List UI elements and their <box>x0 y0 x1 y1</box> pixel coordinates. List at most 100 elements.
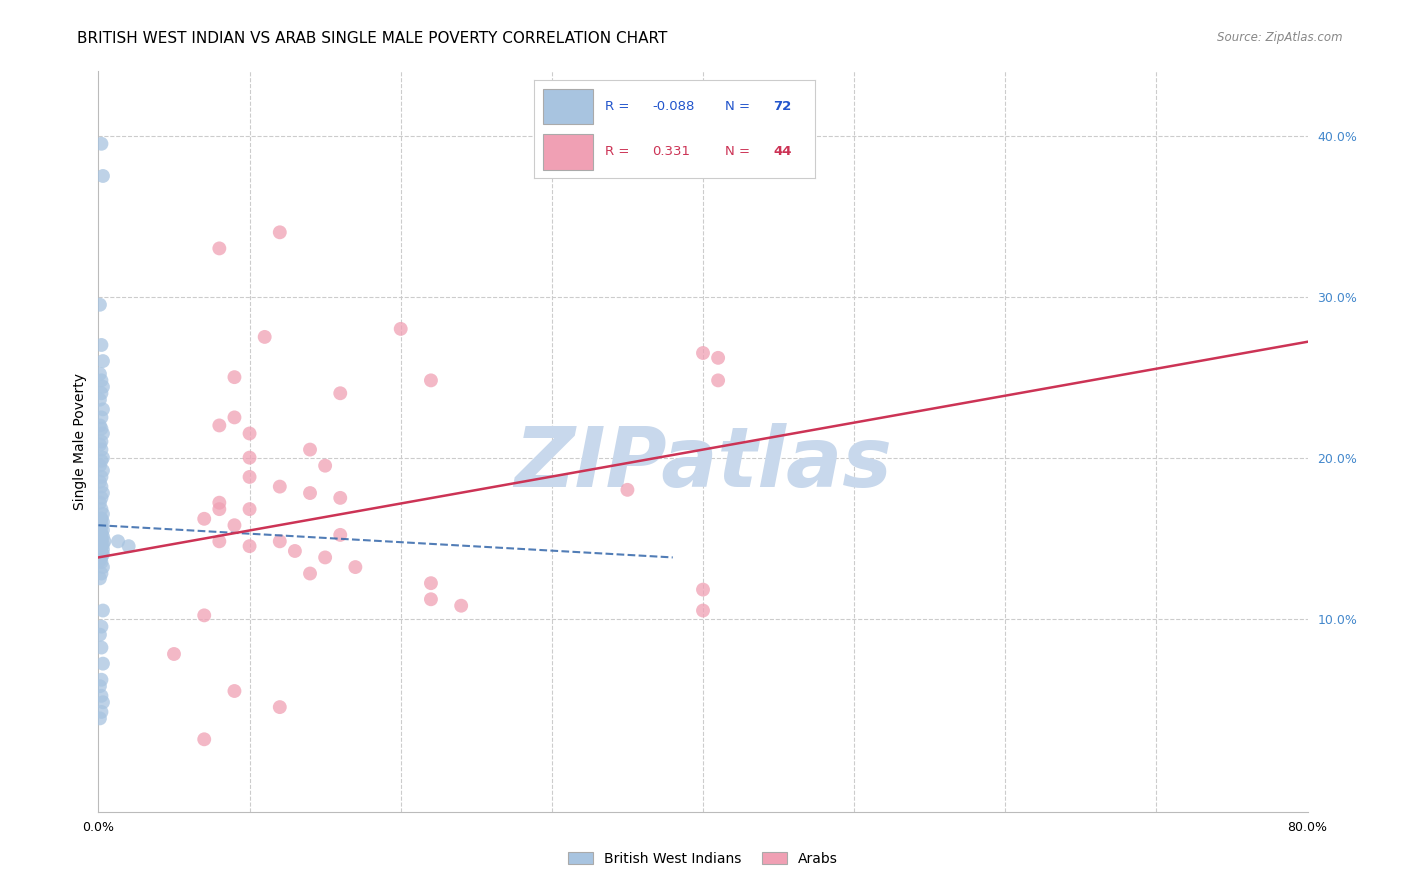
Point <box>89 554 111 568</box>
Point <box>90 422 112 436</box>
Point <box>91 507 114 521</box>
Point <box>91 523 114 537</box>
Point <box>90 434 112 449</box>
Point <box>89 458 111 473</box>
Point <box>269 480 291 494</box>
Point <box>91 450 114 465</box>
Point <box>91 380 114 394</box>
Point <box>299 566 322 581</box>
Point <box>89 679 111 693</box>
Text: N =: N = <box>725 100 751 113</box>
FancyBboxPatch shape <box>543 134 593 169</box>
Point <box>118 539 141 553</box>
Point <box>90 566 112 581</box>
Point <box>269 534 291 549</box>
Point <box>89 531 111 545</box>
Point <box>224 370 246 384</box>
Point <box>89 536 111 550</box>
Point <box>91 169 114 183</box>
Legend: British West Indians, Arabs: British West Indians, Arabs <box>562 847 844 871</box>
Point <box>224 518 246 533</box>
Point <box>314 550 336 565</box>
Point <box>91 537 114 551</box>
Point <box>89 711 111 725</box>
Text: R =: R = <box>605 145 628 159</box>
Point <box>329 491 352 505</box>
Point <box>91 695 114 709</box>
Point <box>89 392 111 407</box>
Point <box>692 582 714 597</box>
Point <box>107 534 129 549</box>
Point <box>239 426 262 441</box>
Point <box>89 475 111 489</box>
Point <box>90 520 112 534</box>
Point <box>314 458 336 473</box>
Point <box>91 547 114 561</box>
Point <box>91 529 114 543</box>
Point <box>90 470 112 484</box>
Point <box>193 512 215 526</box>
Point <box>89 571 111 585</box>
Point <box>90 512 112 526</box>
Point <box>239 470 262 484</box>
Point <box>90 518 112 533</box>
Point <box>269 225 291 239</box>
Point <box>90 502 112 516</box>
Point <box>163 647 186 661</box>
Point <box>284 544 307 558</box>
Point <box>89 516 111 531</box>
Point <box>616 483 638 497</box>
Point <box>707 373 730 387</box>
Point <box>193 732 215 747</box>
Point <box>253 330 276 344</box>
Point <box>450 599 472 613</box>
Point <box>91 560 114 574</box>
Point <box>91 463 114 477</box>
Point <box>299 442 322 457</box>
Point <box>208 534 231 549</box>
Point <box>91 603 114 617</box>
Text: 72: 72 <box>773 100 792 113</box>
Point <box>208 502 231 516</box>
Text: 0.331: 0.331 <box>652 145 690 159</box>
Point <box>93 534 115 549</box>
Point <box>91 426 114 441</box>
Point <box>89 523 111 537</box>
Point <box>90 640 112 655</box>
Point <box>90 705 112 719</box>
Point <box>90 533 112 547</box>
Point <box>420 576 443 591</box>
Point <box>224 684 246 698</box>
Point <box>89 438 111 452</box>
Point <box>91 542 114 557</box>
Point <box>239 502 262 516</box>
Point <box>329 528 352 542</box>
Point <box>193 608 215 623</box>
Point <box>90 442 112 457</box>
Point <box>90 526 112 541</box>
Point <box>344 560 367 574</box>
Point <box>90 555 112 569</box>
Point <box>90 410 112 425</box>
Point <box>89 628 111 642</box>
Point <box>269 700 291 714</box>
Point <box>420 373 443 387</box>
Point <box>224 410 246 425</box>
Text: 44: 44 <box>773 145 792 159</box>
Point <box>239 450 262 465</box>
Point <box>90 512 112 526</box>
Point <box>91 486 114 500</box>
Point <box>90 619 112 633</box>
Point <box>89 367 111 381</box>
Text: Source: ZipAtlas.com: Source: ZipAtlas.com <box>1218 31 1343 45</box>
Text: N =: N = <box>725 145 751 159</box>
Point <box>299 486 322 500</box>
Text: -0.088: -0.088 <box>652 100 695 113</box>
Point <box>208 418 231 433</box>
Point <box>90 491 112 505</box>
FancyBboxPatch shape <box>543 89 593 124</box>
Point <box>208 241 231 255</box>
Text: BRITISH WEST INDIAN VS ARAB SINGLE MALE POVERTY CORRELATION CHART: BRITISH WEST INDIAN VS ARAB SINGLE MALE … <box>77 31 668 46</box>
Point <box>90 136 112 151</box>
Point <box>91 515 114 529</box>
